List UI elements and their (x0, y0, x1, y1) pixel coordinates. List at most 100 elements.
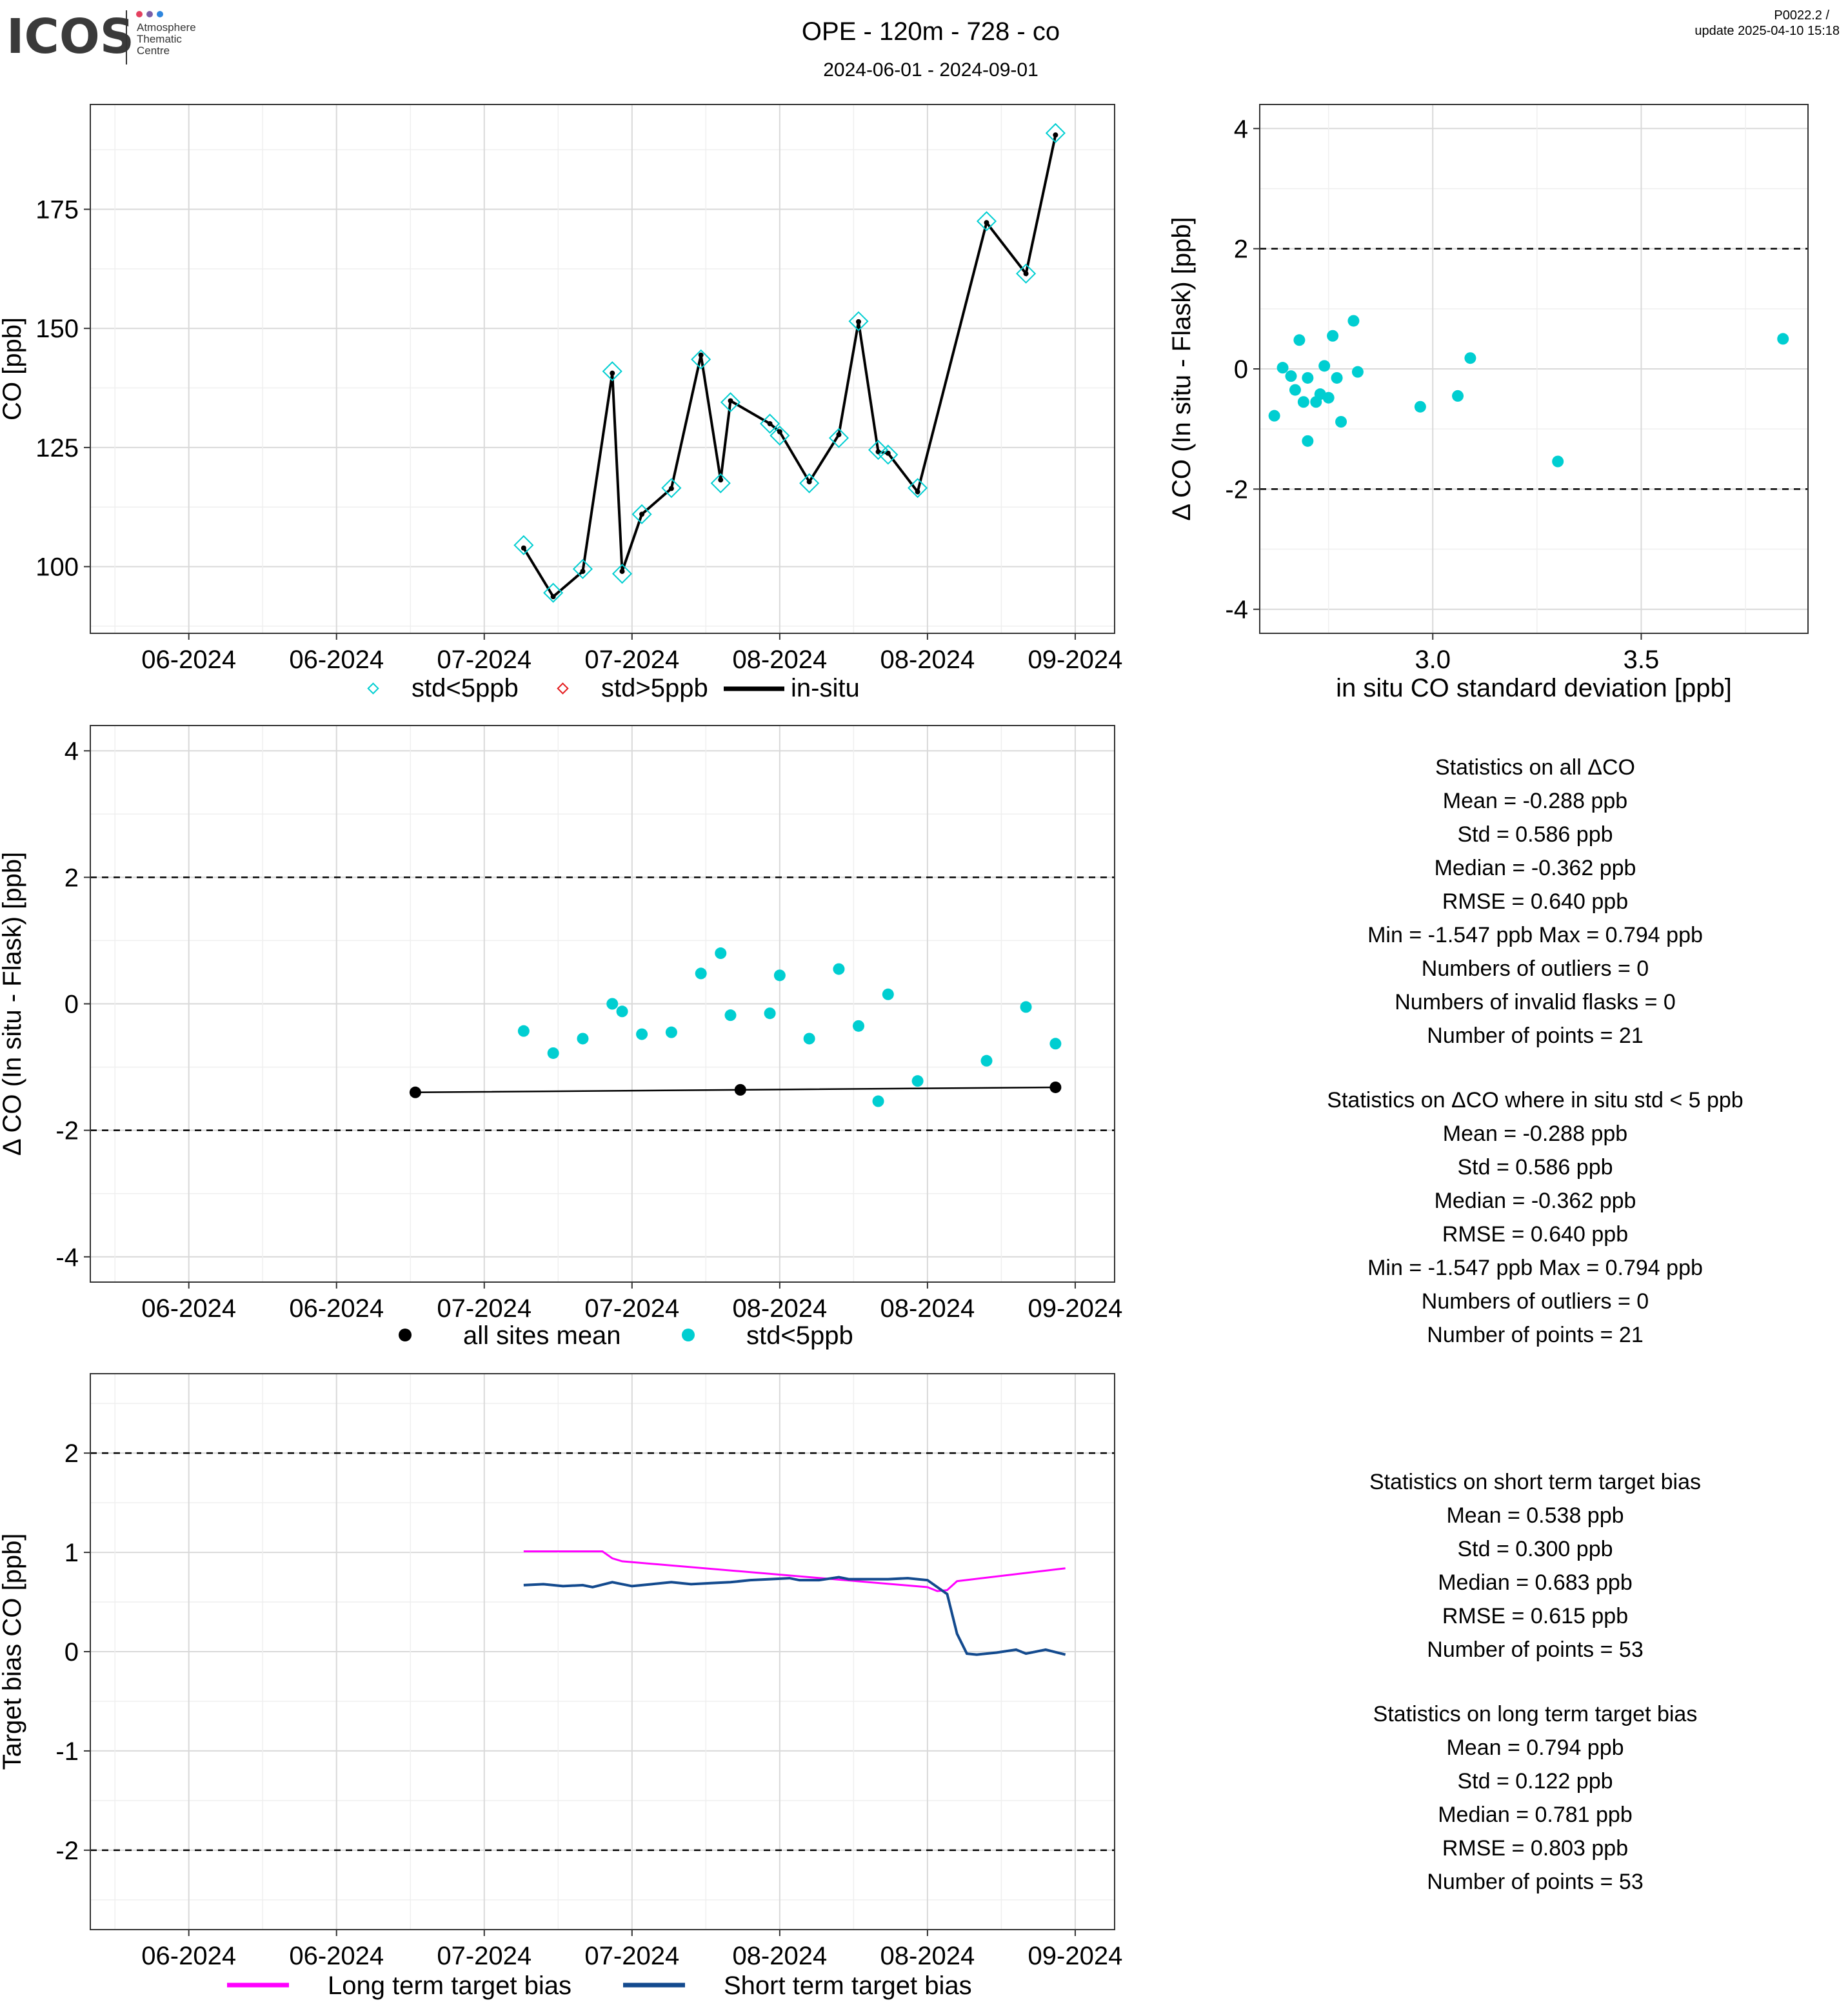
stats-line: Mean = -0.288 ppb (1442, 789, 1628, 813)
flask-diamond-marker (908, 478, 928, 499)
insitu-point (875, 449, 881, 455)
short-term-bias-line (523, 1576, 1066, 1656)
stats-line: RMSE = 0.615 ppb (1442, 1604, 1629, 1628)
update-label: update 2025-04-10 15:18 (1694, 24, 1840, 38)
x-tick-label: 08-2024 (880, 1942, 975, 1970)
delta-point (1268, 410, 1280, 422)
legend-marker-std-lt5 (367, 682, 379, 695)
flask-diamond-marker (611, 564, 633, 584)
delta-point (1020, 1001, 1032, 1013)
delta-point (1318, 360, 1331, 372)
delta-point (1351, 366, 1364, 378)
x-tick-label: 06-2024 (141, 1294, 236, 1323)
insitu-point (610, 370, 615, 376)
delta-point (1322, 391, 1335, 404)
stats-line: Number of points = 21 (1427, 1023, 1644, 1048)
delta-point (833, 963, 845, 975)
legend-co-timeseries: std<5ppb std>5ppb in-situ (367, 674, 860, 702)
delta-point (764, 1007, 776, 1020)
flask-diamond-marker (691, 349, 711, 370)
legend-marker-std-lt5-dot (682, 1329, 695, 1341)
stats-line: Number of points = 53 (1427, 1870, 1644, 1894)
y-tick-label: 125 (35, 434, 79, 462)
legend-label-std-lt5: std<5ppb (412, 674, 519, 702)
delta-point (616, 1005, 628, 1018)
flask-diamond-marker (572, 559, 593, 579)
delta-point (636, 1028, 648, 1040)
delta-point (547, 1047, 559, 1059)
stats-line: Median = -0.362 ppb (1434, 1189, 1636, 1213)
x-tick-label: 08-2024 (732, 1294, 827, 1323)
flask-diamond-marker (760, 413, 780, 434)
x-tick-label: 07-2024 (437, 646, 532, 674)
delta-point (1347, 315, 1360, 327)
delta-point (1552, 455, 1564, 468)
stats-title: Statistics on long term target bias (1373, 1702, 1698, 1726)
x-tick-label: 06-2024 (289, 646, 384, 674)
stats-line: Numbers of outliers = 0 (1421, 1289, 1649, 1314)
plot-border (90, 104, 1115, 634)
x-tick-label: 07-2024 (584, 1294, 679, 1323)
all-sites-mean-point (409, 1086, 421, 1098)
y-tick-label: 1 (65, 1539, 79, 1567)
legend-label-all-sites-mean: all sites mean (463, 1321, 621, 1350)
y-axis-label: Δ CO (In situ - Flask) [ppb] (1167, 217, 1196, 520)
stats-line: Median = 0.781 ppb (1438, 1803, 1633, 1827)
stats-line: Std = 0.122 ppb (1457, 1769, 1613, 1794)
stats-line: Min = -1.547 ppb Max = 0.794 ppb (1367, 923, 1703, 947)
legend-marker-all-sites-mean (399, 1329, 412, 1341)
delta-point (1049, 1038, 1062, 1050)
logo-dot-purple (146, 11, 153, 17)
stats-line: RMSE = 0.803 ppb (1442, 1836, 1629, 1861)
x-tick-label: 06-2024 (289, 1942, 384, 1970)
stats-line: Median = -0.362 ppb (1434, 856, 1636, 880)
delta-point (665, 1026, 677, 1038)
version-label: P0022.2 / (1774, 8, 1829, 23)
insitu-point (580, 568, 586, 574)
flask-diamond-marker (878, 444, 899, 465)
y-tick-label: 2 (65, 1439, 79, 1468)
insitu-point (836, 431, 842, 437)
delta-point (773, 969, 786, 982)
long-term-bias-line (523, 1550, 1066, 1592)
y-tick-label: 100 (35, 553, 79, 582)
flask-diamond-marker (661, 478, 682, 499)
delta-point (1335, 416, 1347, 428)
logo-sub-line-1: Atmosphere (137, 21, 196, 34)
plot-border (90, 1373, 1115, 1930)
delta-point (1777, 333, 1789, 345)
y-tick-label: 4 (65, 737, 79, 766)
insitu-point (885, 450, 891, 456)
delta-point (724, 1009, 737, 1022)
stats-line: Std = 0.300 ppb (1457, 1537, 1613, 1561)
delta-point (1302, 371, 1314, 384)
delta-point (1289, 384, 1301, 396)
legend-label-insitu: in-situ (791, 674, 860, 702)
delta-point (1327, 330, 1339, 342)
x-tick-label: 07-2024 (437, 1294, 532, 1323)
stats-line: RMSE = 0.640 ppb (1442, 1222, 1629, 1247)
insitu-point (767, 420, 773, 426)
all-sites-mean-point (1049, 1081, 1062, 1093)
stats-line: Mean = 0.538 ppb (1446, 1503, 1624, 1528)
stats-line: Number of points = 53 (1427, 1637, 1644, 1662)
legend-label-long-term: Long term target bias (328, 1972, 571, 2000)
delta-point (517, 1025, 530, 1037)
stats-line: Min = -1.547 ppb Max = 0.794 ppb (1367, 1256, 1703, 1280)
insitu-point (639, 511, 645, 517)
x-tick-label: 06-2024 (289, 1294, 384, 1323)
legend-label-std-lt5-dot: std<5ppb (746, 1321, 853, 1350)
y-tick-label: -2 (55, 1837, 79, 1865)
delta-point (980, 1054, 993, 1067)
stats-line: Std = 0.586 ppb (1457, 822, 1613, 847)
legend-label-short-term: Short term target bias (724, 1972, 972, 2000)
x-tick-label: 08-2024 (732, 1942, 827, 1970)
y-tick-label: 0 (65, 1638, 79, 1666)
stats-line: Median = 0.683 ppb (1438, 1570, 1633, 1595)
insitu-point (728, 398, 733, 404)
flask-diamond-marker (828, 428, 849, 448)
flask-diamond-marker (513, 535, 534, 555)
y-tick-label: -2 (1225, 475, 1248, 504)
y-axis-label: Δ CO (In situ - Flask) [ppb] (0, 852, 26, 1156)
